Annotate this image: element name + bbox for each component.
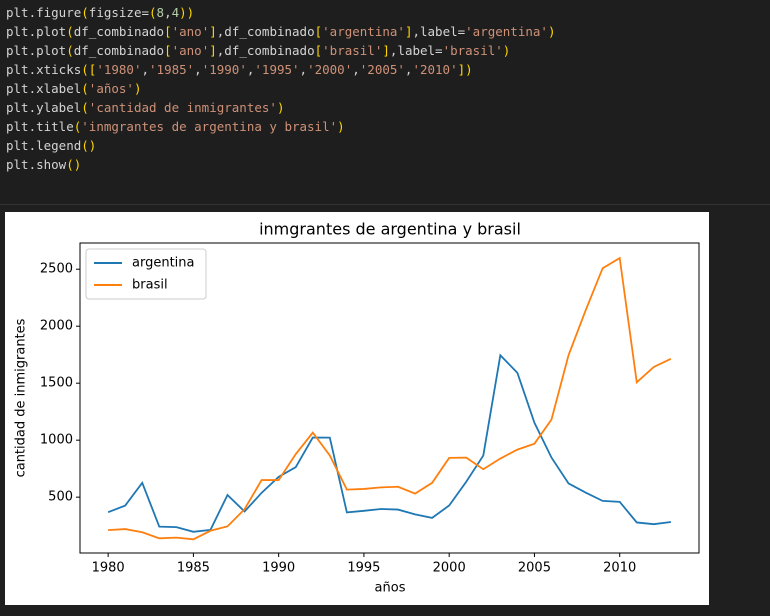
plot-frame	[79, 242, 700, 554]
code-cell[interactable]: plt.figure(figsize=(8,4)) plt.plot(df_com…	[0, 0, 770, 205]
y-tick-label: 1000	[40, 433, 73, 448]
code-line: plt.xlabel('años')	[6, 81, 142, 96]
y-tick-label: 500	[48, 490, 73, 505]
y-axis-label: cantidad de inmigrantes	[14, 318, 29, 477]
code-line: plt.figure(figsize=(8,4))	[6, 5, 195, 20]
x-tick-label: 2005	[518, 561, 551, 576]
data-line	[107, 353, 671, 533]
x-tick-label: 2000	[433, 561, 466, 576]
legend-box	[85, 248, 207, 300]
y-tick-label: 1500	[40, 376, 73, 391]
code-line: plt.xticks(['1980','1985','1990','1995',…	[6, 62, 473, 77]
x-tick-label: 1985	[177, 561, 210, 576]
x-tick-label: 1990	[262, 561, 295, 576]
code-line: plt.ylabel('cantidad de inmigrantes')	[6, 100, 285, 115]
y-tick-label: 2500	[40, 262, 73, 277]
legend-label: brasil	[132, 278, 168, 293]
data-line	[108, 256, 672, 541]
x-tick-label: 1980	[92, 561, 125, 576]
code-line: plt.plot(df_combinado['ano'],df_combinad…	[6, 24, 556, 39]
x-tick-label: 2010	[603, 561, 636, 576]
legend-label: argentina	[132, 256, 195, 271]
y-tick-label: 2000	[40, 319, 73, 334]
code-line: plt.legend()	[6, 138, 97, 153]
legend: argentina brasil	[85, 248, 207, 300]
x-axis-label: años	[375, 581, 406, 596]
code-line: plt.show()	[6, 157, 82, 172]
code-line: plt.title('inmgrantes de argentina y bra…	[6, 119, 345, 134]
chart: inmgrantes de argentina y brasil años ca…	[5, 212, 709, 605]
chart-title: inmgrantes de argentina y brasil	[259, 220, 521, 239]
code-line: plt.plot(df_combinado['ano'],df_combinad…	[6, 43, 511, 58]
x-tick-label: 1995	[347, 561, 380, 576]
